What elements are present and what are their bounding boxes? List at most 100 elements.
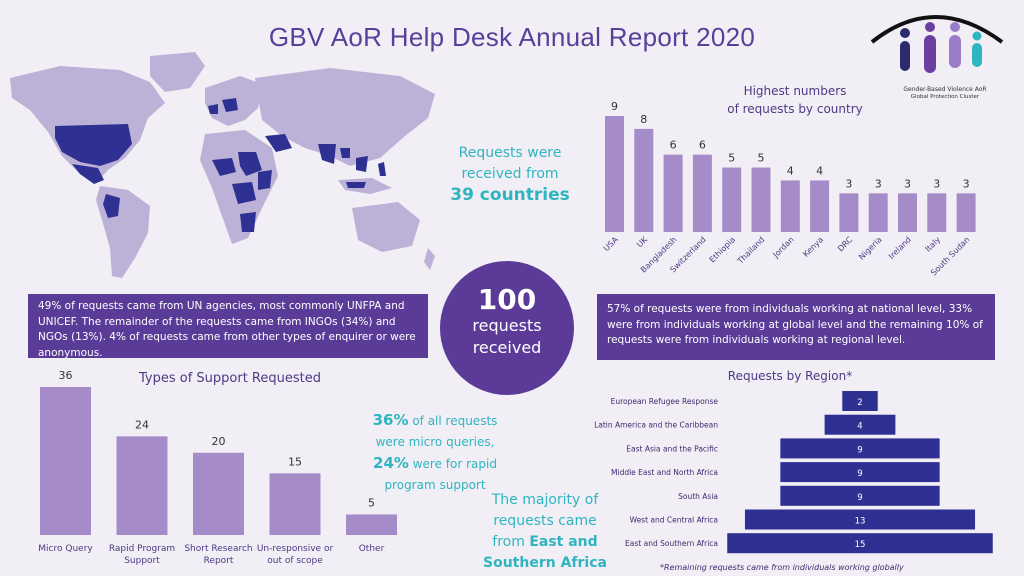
country-bar: [780, 180, 800, 232]
page-title: GBV AoR Help Desk Annual Report 2020: [268, 22, 756, 52]
countries-line2: received from: [461, 166, 559, 182]
countries-highlight: 39 countries: [450, 185, 570, 205]
country-bar: [956, 193, 976, 232]
region-bar: [780, 462, 940, 483]
country-bar-value: 8: [640, 113, 647, 126]
region-bar-label: East Asia and the Pacific: [626, 444, 718, 453]
country-bar-value: 3: [933, 177, 940, 190]
logo-caption-2: Global Protection Cluster: [910, 94, 980, 100]
majority-line3a: from: [492, 534, 530, 550]
level-breakdown-box: 57% of requests were from individuals wo…: [597, 294, 995, 360]
support-bar-value: 24: [135, 418, 149, 431]
total-requests-line1: requests: [472, 316, 542, 335]
country-chart-title-line2: of requests by country: [727, 102, 863, 116]
logo-caption-1: Gender-Based Violence AoR: [903, 86, 987, 93]
country-bar: [839, 193, 859, 232]
region-footnote: *Remaining requests came from individual…: [660, 563, 904, 572]
region-bar-value: 9: [857, 469, 862, 479]
country-chart-title: Highest numbers of requests by country: [710, 82, 880, 118]
support-bar-label: out of scope: [267, 556, 323, 566]
country-bar-value: 5: [728, 152, 735, 165]
country-bar-label: Thailand: [735, 235, 766, 266]
support-bar: [40, 387, 91, 535]
region-bar: [824, 414, 896, 435]
region-bar-value: 9: [857, 445, 862, 455]
support-bar: [116, 436, 168, 535]
region-bar-value: 15: [855, 540, 866, 550]
country-bar: [927, 193, 947, 232]
support-bar-label: Micro Query: [38, 544, 93, 554]
region-bar-label: West and Central Africa: [630, 516, 718, 525]
country-bar-value: 9: [611, 100, 618, 113]
country-bar: [810, 180, 830, 232]
micro-text-1: of all requests: [408, 414, 498, 428]
region-bar-value: 9: [857, 493, 862, 503]
region-bar-value: 2: [857, 398, 862, 408]
agency-breakdown-box: 49% of requests came from UN agencies, m…: [28, 294, 428, 359]
support-bar-value: 15: [288, 455, 302, 468]
country-bar-label: UK: [635, 235, 650, 250]
support-bar: [269, 473, 321, 535]
region-bar: [780, 438, 940, 459]
country-bar-label: Italy: [924, 235, 943, 254]
support-bar-label: Rapid Program: [109, 544, 175, 554]
micro-text-4: program support: [384, 478, 486, 492]
support-bar-label: Un-responsive or: [257, 544, 334, 554]
support-bar-value: 20: [212, 435, 226, 448]
logo-figure-4: [972, 31, 982, 67]
region-bar-label: Middle East and North Africa: [611, 468, 718, 477]
country-bar: [605, 116, 624, 232]
region-bar: [780, 485, 940, 506]
region-bar-label: South Asia: [678, 492, 718, 501]
region-chart-svg: 2 European Refugee Response 4 Latin America…: [594, 391, 993, 554]
country-bar-label: Ethiopia: [708, 235, 737, 264]
logo-figure-1: [900, 28, 910, 71]
support-bar-value: 36: [59, 369, 73, 382]
country-chart: Highest numbers of requests by country 9…: [590, 80, 990, 280]
majority-text: The majority of requests came from East …: [470, 490, 620, 574]
majority-line4: Southern Africa: [483, 555, 607, 571]
country-bar-label: Ireland: [887, 235, 913, 261]
map-highlight-countries: [55, 98, 386, 232]
country-bar-value: 4: [787, 164, 794, 177]
micro-queries-text: 36% of all requests were micro queries, …: [370, 410, 500, 496]
region-bar-label: European Refugee Response: [611, 397, 719, 406]
gbv-aor-logo: Gender-Based Violence AoR Global Protect…: [860, 6, 1010, 106]
country-chart-title-line1: Highest numbers: [743, 84, 847, 98]
world-map-svg: [10, 52, 435, 278]
region-bar-label: East and Southern Africa: [625, 539, 718, 548]
region-bar: [842, 391, 878, 411]
country-bar-value: 5: [758, 152, 765, 165]
country-bar: [722, 167, 742, 232]
country-bar: [898, 193, 917, 232]
total-requests-circle: 100 requests received: [440, 261, 574, 395]
support-bar-value: 5: [368, 496, 375, 509]
country-bar: [692, 154, 712, 232]
countries-line1: Requests were: [458, 145, 562, 161]
support-chart-svg: 36 Micro Query 24 Rapid Program Support 20 Sho…: [38, 369, 397, 566]
support-bar: [193, 452, 244, 535]
country-bar-value: 6: [670, 139, 677, 152]
country-bar-value: 6: [699, 139, 706, 152]
country-bar-value: 3: [904, 177, 911, 190]
logo-figures: [870, 15, 1004, 73]
support-bar-label: Report: [204, 556, 234, 566]
country-bar-value: 3: [963, 177, 970, 190]
country-bar-value: 4: [816, 164, 823, 177]
country-bar-label: DRC: [836, 235, 855, 254]
region-bar: [744, 509, 976, 530]
country-bar: [663, 154, 683, 232]
support-bar-label: Support: [124, 556, 160, 566]
micro-text-3: were for rapid: [408, 457, 497, 471]
logo-figure-2: [924, 22, 936, 73]
country-bar-label: Nigeria: [857, 235, 884, 262]
countries-text: Requests were received from 39 countries: [440, 143, 580, 207]
support-bar-label: Short Research: [184, 544, 252, 554]
country-bar-label: Kenya: [801, 235, 825, 259]
support-bar: [346, 514, 397, 535]
region-bar-value: 13: [855, 517, 866, 527]
region-bar-label: Latin America and the Caribbean: [594, 421, 718, 430]
region-chart-title: Requests by Region*: [727, 369, 853, 383]
majority-line3b: East and: [529, 534, 598, 550]
country-bar-label: Jordan: [771, 235, 796, 260]
